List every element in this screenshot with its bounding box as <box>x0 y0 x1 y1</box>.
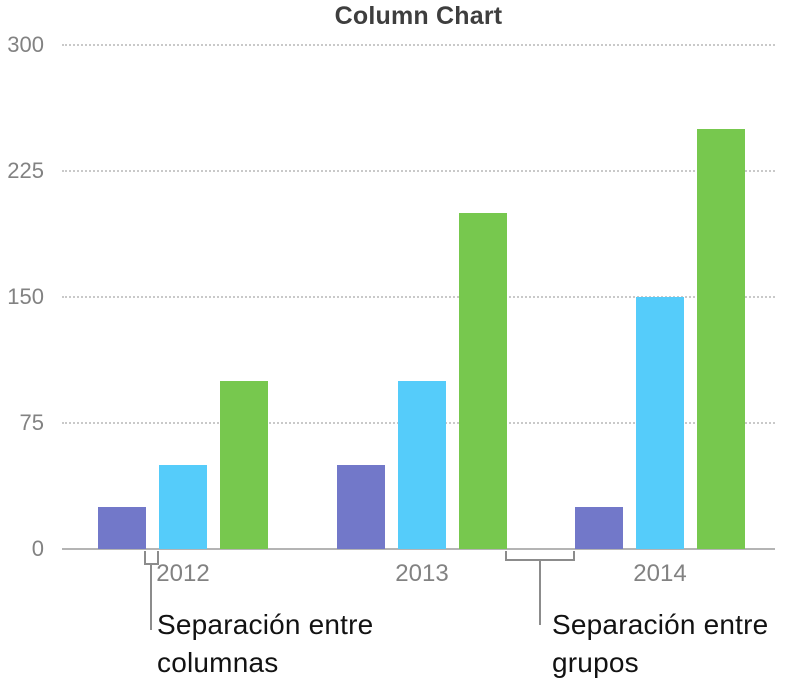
bar-2012-green <box>220 381 268 549</box>
x-axis-line <box>62 548 775 550</box>
y-axis-label-0: 0 <box>31 536 44 561</box>
bar-2012-cyan <box>159 465 207 549</box>
column-gap-annotation-line1: Separación entre <box>157 609 374 640</box>
bar-2012-purple <box>98 507 146 549</box>
group-gap-annotation-line2: grupos <box>552 647 639 678</box>
column-gap-annotation: Separación entre columnas <box>157 606 373 682</box>
y-axis-label-75: 75 <box>19 410 44 435</box>
y-axis-label-225: 225 <box>7 158 44 183</box>
column-gap-bracket <box>144 551 159 565</box>
group-gap-stem <box>539 560 541 625</box>
x-axis-label-2012: 2012 <box>156 560 210 587</box>
group-gap-annotation: Separación entre grupos <box>552 606 768 682</box>
bar-2013-purple <box>337 465 385 549</box>
x-axis-label-2014: 2014 <box>633 560 687 587</box>
bar-2013-green <box>459 213 507 549</box>
bar-2014-green <box>697 129 745 549</box>
group-gap-annotation-line1: Separación entre <box>552 609 769 640</box>
y-axis-label-150: 150 <box>7 284 44 309</box>
bar-2014-purple <box>575 507 623 549</box>
bar-2014-cyan <box>636 297 684 549</box>
column-gap-stem <box>150 564 152 630</box>
gridline-300 <box>62 44 775 46</box>
y-axis-label-300: 300 <box>7 32 44 57</box>
x-axis-label-2013: 2013 <box>395 560 449 587</box>
gridline-225 <box>62 170 775 172</box>
column-gap-annotation-line2: columnas <box>157 647 279 678</box>
chart-title: Column Chart <box>334 2 503 30</box>
gridline-150 <box>62 296 775 298</box>
bar-2013-cyan <box>398 381 446 549</box>
